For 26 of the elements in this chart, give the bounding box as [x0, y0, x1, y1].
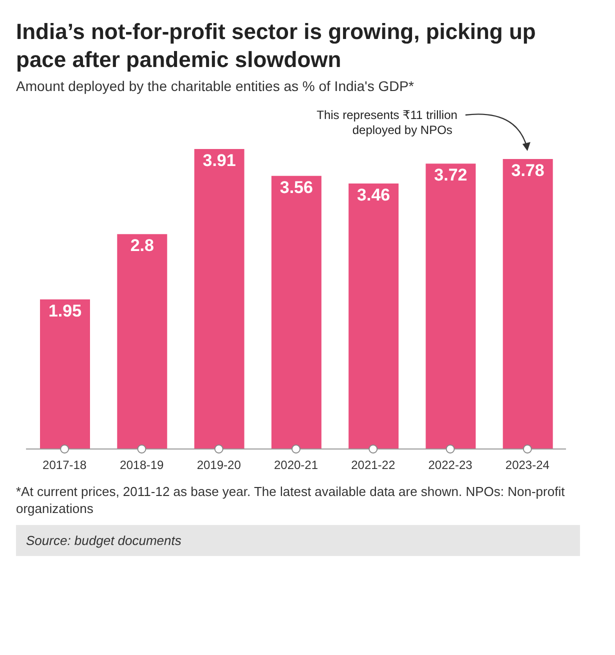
- x-tick-label: 2022-23: [428, 458, 473, 472]
- x-tick-label: 2018-19: [120, 458, 164, 472]
- x-tick-label: 2023-24: [505, 458, 550, 472]
- bar: [502, 158, 553, 449]
- x-tick-label: 2020-21: [274, 458, 318, 472]
- bar: [426, 164, 476, 449]
- bar: [117, 234, 168, 449]
- x-tick-label: 2019-20: [196, 458, 242, 472]
- text: This represents ₹11 trillion deployed by NPOs: [316, 108, 458, 137]
- data-label: 1.95: [48, 301, 82, 320]
- bar: [40, 299, 90, 449]
- chart-subtitle: Amount deployed by the charitable entities as % of India's GDP*: [16, 78, 416, 94]
- data-label: 3.46: [357, 186, 390, 205]
- bar: [271, 176, 322, 449]
- chart-title: India’s not-for-profit sector is growing, picking up pace after pandemic slowdown: [16, 18, 537, 74]
- data-label: 3.78: [511, 161, 544, 180]
- source-note: Source: budget documents: [16, 525, 580, 556]
- data-label: 3.72: [434, 166, 468, 185]
- data-label: 3.56: [280, 178, 313, 197]
- text: *At current prices, 2011-12 as base year. The latest available data are shown. NPOs: Non-profit organizations: [16, 483, 566, 517]
- bar: [194, 149, 244, 449]
- bar: [348, 184, 399, 449]
- data-label: 3.91: [202, 151, 236, 170]
- x-tick-label: 2021-22: [351, 458, 396, 472]
- x-tick-label: 2017-18: [42, 458, 87, 472]
- data-label: 2.8: [130, 236, 154, 256]
